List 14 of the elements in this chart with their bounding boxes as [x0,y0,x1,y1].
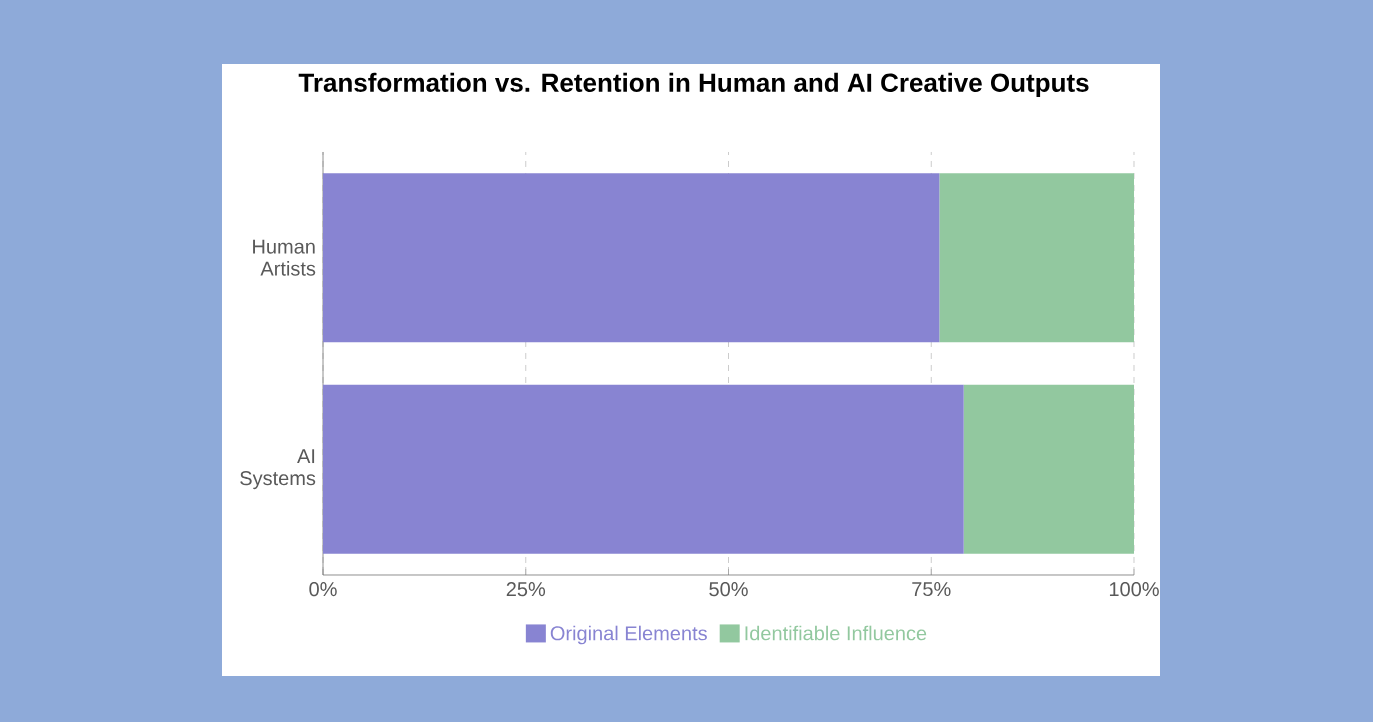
x-tick-label: 50% [709,582,748,597]
y-tick-label: Human Artists [253,239,316,276]
legend-label: Original Elements [550,625,707,645]
bar [963,384,1134,554]
legend-label: Identifiable Influence [745,625,927,641]
x-tick-label: 25% [506,582,546,597]
chart-title: Transformation vs. Retention in Human and AI Creative Outputs [298,72,1089,98]
y-tick-label: AI Systems [240,449,316,490]
x-tick-label: 75% [912,582,951,597]
x-tick-label: 0% [309,582,337,597]
bar [323,384,964,554]
bar [323,173,940,343]
bar [939,173,1134,343]
x-tick-label: 100% [1109,582,1159,597]
